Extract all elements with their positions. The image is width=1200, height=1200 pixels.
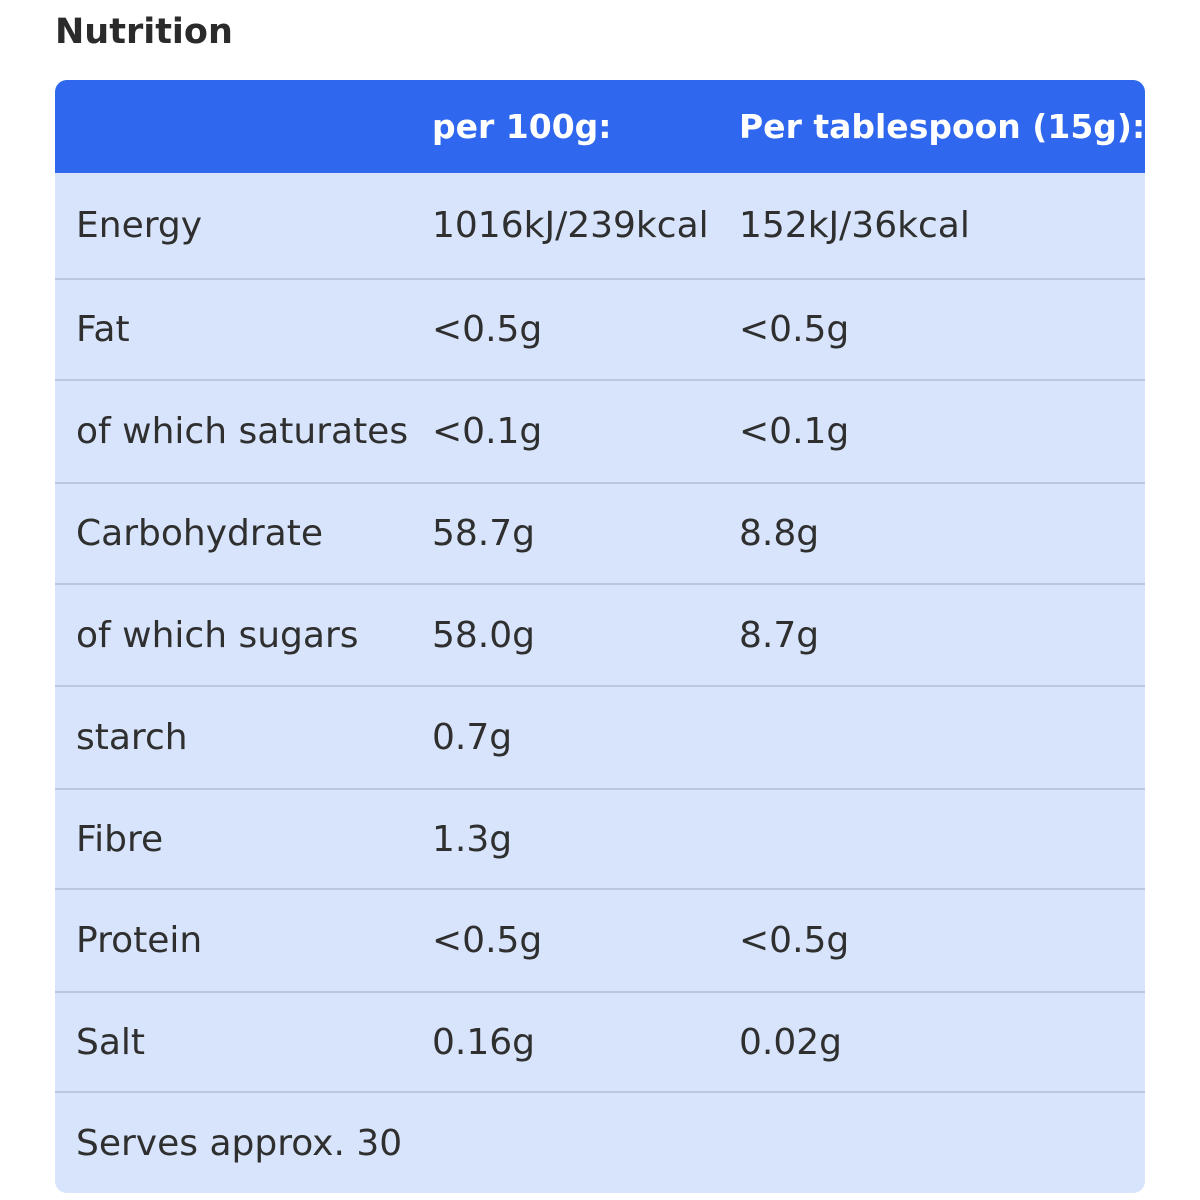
value-per-100g: <0.1g	[432, 411, 543, 452]
table-row: Fat <0.5g <0.5g	[55, 278, 1145, 379]
value-per-tablespoon: 0.02g	[739, 1021, 843, 1063]
value-per-100g: <0.5g	[432, 309, 543, 350]
table-header-row: per 100g: Per tablespoon (15g):	[55, 80, 1145, 173]
nutrient-name: Fat	[76, 309, 130, 350]
nutrient-name: Fibre	[76, 818, 164, 860]
nutrient-name: of which saturates	[76, 411, 409, 452]
nutrient-name: Protein	[76, 920, 203, 961]
table-row: starch 0.7g	[55, 685, 1145, 788]
value-per-tablespoon: <0.5g	[739, 309, 850, 350]
serves-note: Serves approx. 30	[76, 1122, 403, 1164]
value-per-100g: 58.0g	[432, 614, 536, 656]
table-row: Serves approx. 30	[55, 1091, 1145, 1193]
value-per-100g: 0.16g	[432, 1021, 536, 1063]
nutrient-name: of which sugars	[76, 614, 359, 656]
value-per-tablespoon: <0.1g	[739, 411, 850, 452]
value-per-tablespoon: 152kJ/36kcal	[739, 205, 970, 246]
value-per-100g: 58.7g	[432, 513, 536, 554]
value-per-100g: <0.5g	[432, 920, 543, 961]
nutrition-table: per 100g: Per tablespoon (15g): Energy 1…	[55, 80, 1145, 1193]
page-title: Nutrition	[55, 12, 233, 52]
table-row: of which sugars 58.0g 8.7g	[55, 583, 1145, 685]
value-per-tablespoon: <0.5g	[739, 920, 850, 961]
table-row: Protein <0.5g <0.5g	[55, 888, 1145, 991]
value-per-tablespoon: 8.8g	[739, 513, 820, 554]
table-row: Salt 0.16g 0.02g	[55, 991, 1145, 1091]
nutrient-name: starch	[76, 717, 188, 758]
header-cell-per-tablespoon: Per tablespoon (15g):	[739, 107, 1145, 146]
header-cell-per-100g: per 100g:	[432, 107, 612, 146]
table-row: Fibre 1.3g	[55, 788, 1145, 888]
nutrient-name: Salt	[76, 1021, 146, 1063]
value-per-100g: 1.3g	[432, 818, 513, 860]
value-per-100g: 0.7g	[432, 717, 513, 758]
value-per-100g: 1016kJ/239kcal	[432, 205, 709, 246]
table-row: of which saturates <0.1g <0.1g	[55, 379, 1145, 482]
table-row: Energy 1016kJ/239kcal 152kJ/36kcal	[55, 173, 1145, 278]
value-per-tablespoon: 8.7g	[739, 614, 820, 656]
nutrient-name: Carbohydrate	[76, 513, 323, 554]
nutrient-name: Energy	[76, 205, 203, 246]
table-row: Carbohydrate 58.7g 8.8g	[55, 482, 1145, 583]
